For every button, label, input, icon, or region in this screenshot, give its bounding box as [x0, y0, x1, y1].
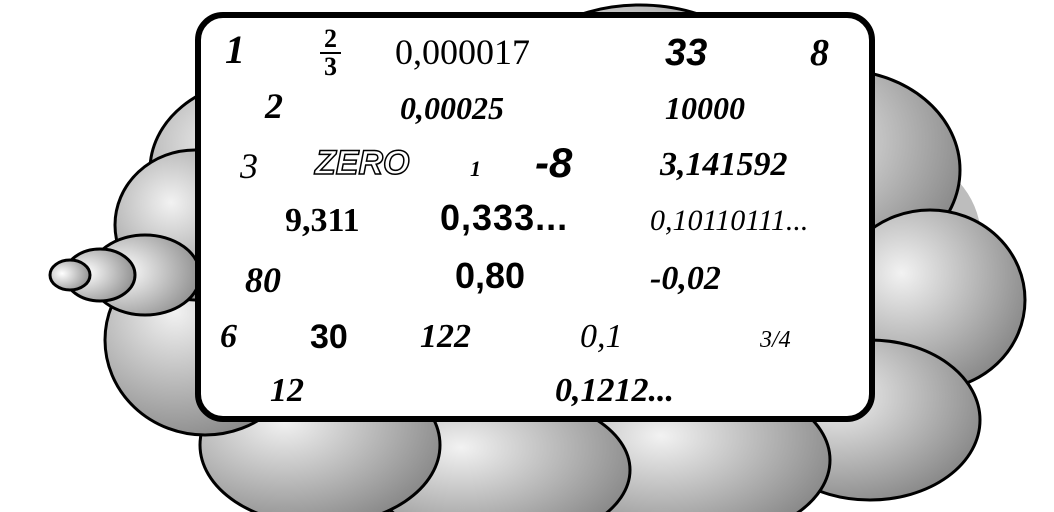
number-n2: 2	[265, 88, 283, 124]
number-neg002: -0,02	[650, 262, 721, 296]
fraction-num: 2	[320, 26, 341, 54]
stage: 1230,00001733820,00025100003ZERO1-83,141…	[0, 0, 1054, 512]
number-n33: 33	[665, 34, 707, 72]
number-n10000: 10000	[665, 92, 745, 124]
number-n30: 30	[310, 320, 348, 354]
number-n1: 1	[225, 30, 245, 70]
number-d01: 0,1	[580, 320, 623, 354]
number-n6: 6	[220, 320, 237, 354]
number-frac34: 3/4	[760, 328, 791, 352]
number-n122: 122	[420, 320, 471, 354]
number-d0333: 0,333...	[440, 200, 568, 236]
number-zero: ZERO	[315, 146, 409, 180]
number-pi: 3,141592	[660, 148, 788, 182]
number-bin: 0,10110111...	[650, 206, 808, 236]
number-n80: 80	[245, 262, 281, 298]
number-d01212: 0,1212...	[555, 374, 674, 408]
number-frac-2-3: 23	[320, 26, 341, 80]
number-tiny1: 1	[470, 158, 481, 180]
number-neg8: -8	[535, 142, 572, 184]
items-layer: 1230,00001733820,00025100003ZERO1-83,141…	[0, 0, 1054, 512]
number-d9311: 9,311	[285, 204, 360, 238]
number-d080: 0,80	[455, 258, 525, 294]
fraction-den: 3	[320, 54, 341, 80]
fraction-frac-2-3: 23	[320, 26, 341, 80]
number-d0000017: 0,000017	[395, 34, 530, 70]
number-n8: 8	[810, 34, 829, 72]
number-n3: 3	[240, 148, 258, 184]
number-d000025: 0,00025	[400, 92, 504, 124]
number-n12: 12	[270, 374, 304, 408]
